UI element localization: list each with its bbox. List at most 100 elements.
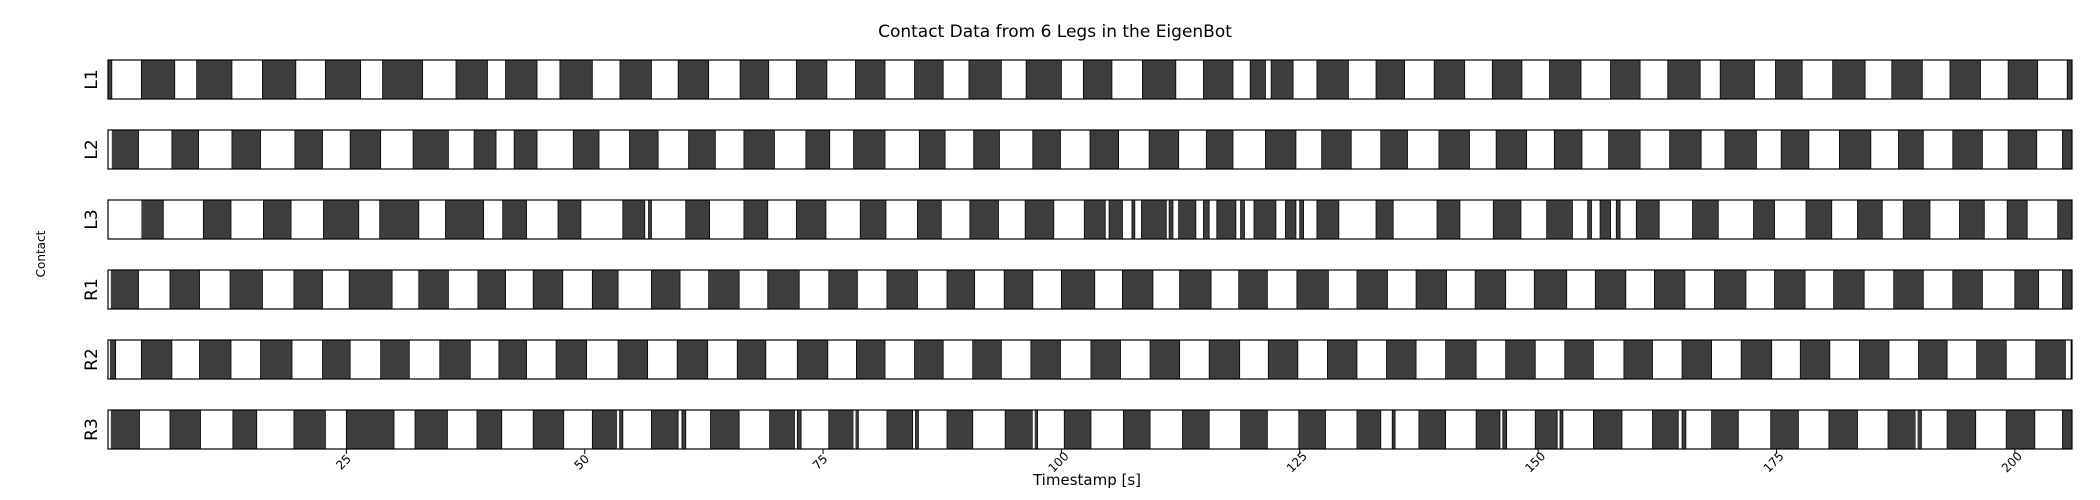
contact-bar xyxy=(293,270,323,309)
contact-bar xyxy=(1296,270,1329,309)
contact-bar xyxy=(1476,410,1500,449)
contact-bar xyxy=(973,130,1000,169)
contact-bar xyxy=(651,410,679,449)
contact-bar xyxy=(1496,130,1527,169)
contact-bar xyxy=(1418,410,1446,449)
x-axis-label: Timestamp [s] xyxy=(1032,471,1141,489)
contact-bar xyxy=(1268,340,1298,379)
contact-bar xyxy=(2062,130,2072,169)
contact-bar xyxy=(474,130,497,169)
contact-bar xyxy=(592,410,618,449)
contact-bar xyxy=(1437,200,1460,239)
contact-bar xyxy=(886,270,918,309)
contact-bar xyxy=(1952,130,1983,169)
contact-bar xyxy=(1150,340,1180,379)
contact-row-l2: L2 xyxy=(82,129,2073,170)
contact-bar xyxy=(1209,340,1240,379)
contact-bar xyxy=(502,200,527,239)
contact-bar xyxy=(1316,60,1349,99)
contact-bar xyxy=(1610,60,1641,99)
contact-bar xyxy=(828,270,858,309)
contact-bar xyxy=(1918,340,1948,379)
contact-bar xyxy=(1004,270,1033,309)
contact-bar xyxy=(1952,270,1983,309)
contact-bar xyxy=(1714,270,1746,309)
contact-bar xyxy=(558,200,581,239)
contact-bar xyxy=(914,60,944,99)
contact-bar xyxy=(1564,340,1594,379)
contact-bar xyxy=(1903,200,1930,239)
contact-bar xyxy=(946,270,975,309)
contact-bar xyxy=(1534,270,1567,309)
contact-bar xyxy=(1253,200,1276,239)
contact-bar xyxy=(740,60,769,99)
contact-bar xyxy=(1669,130,1702,169)
contact-bar xyxy=(919,130,946,169)
contact-bar xyxy=(1064,410,1091,449)
contact-bar xyxy=(350,130,381,169)
contact-bar xyxy=(1947,410,1976,449)
contact-bar xyxy=(1546,200,1573,239)
x-tick-label: 175 xyxy=(1761,449,1787,475)
contact-bar xyxy=(1839,130,1871,169)
contact-bar xyxy=(1828,410,1858,449)
contact-bar xyxy=(1032,130,1061,169)
contact-bar xyxy=(1392,410,1396,449)
contact-bar xyxy=(1654,270,1685,309)
contact-bar xyxy=(1692,200,1719,239)
contact-bar xyxy=(1832,60,1866,99)
contact-bar xyxy=(618,340,648,379)
contact-bar xyxy=(1711,410,1739,449)
contact-bar xyxy=(710,410,740,449)
contact-bar xyxy=(262,60,296,99)
contact-bar xyxy=(260,340,293,379)
contact-bar xyxy=(769,410,795,449)
contact-bar xyxy=(1376,200,1394,239)
contact-bar xyxy=(1327,340,1357,379)
contact-bar xyxy=(1240,200,1245,239)
contact-bar xyxy=(853,130,886,169)
contact-bar xyxy=(199,340,231,379)
contact-bar xyxy=(263,200,292,239)
x-axis-ticks: 25 50 75 100 125 150 175 200 xyxy=(333,449,2025,475)
contact-bar xyxy=(1959,200,1985,239)
contact-bar xyxy=(1859,340,1889,379)
contact-bar xyxy=(1833,270,1865,309)
contact-bar xyxy=(592,270,619,309)
contact-bar xyxy=(855,410,859,449)
contact-bar xyxy=(141,200,164,239)
contact-bar xyxy=(856,340,886,379)
contact-bar xyxy=(1781,130,1809,169)
contact-bar xyxy=(196,60,232,99)
contact-bar xyxy=(1560,410,1563,449)
contact-bar xyxy=(1891,60,1923,99)
contact-bar xyxy=(1800,340,1830,379)
contact-rows: L1 L2 L3 R1 R2 R3 xyxy=(82,59,2073,450)
contact-row-r1: R1 xyxy=(82,269,2073,310)
contact-bar xyxy=(678,60,709,99)
contact-bar xyxy=(1741,340,1772,379)
contact-bar xyxy=(1600,200,1611,239)
contact-bar xyxy=(1123,410,1151,449)
contact-bar xyxy=(1438,130,1470,169)
contact-bar xyxy=(828,410,854,449)
contact-bar xyxy=(230,270,263,309)
contact-bar xyxy=(619,410,623,449)
contact-bar xyxy=(796,60,827,99)
contact-bar xyxy=(805,130,830,169)
contact-bar xyxy=(445,200,484,239)
contact-bar xyxy=(110,410,140,449)
contact-bar xyxy=(1593,410,1622,449)
contact-bar xyxy=(1724,130,1757,169)
contact-bar xyxy=(1893,270,1924,309)
contact-bar xyxy=(860,200,886,239)
contact-bar xyxy=(1182,410,1210,449)
contact-bar xyxy=(293,410,326,449)
contact-bar xyxy=(2007,200,2028,239)
contact-bar xyxy=(455,60,488,99)
contact-row-l3: L3 xyxy=(82,199,2073,240)
contact-bar xyxy=(2035,340,2066,379)
contact-bar xyxy=(1090,340,1121,379)
contact-bar xyxy=(1857,200,1883,239)
contact-row-r3: R3 xyxy=(82,409,2073,450)
